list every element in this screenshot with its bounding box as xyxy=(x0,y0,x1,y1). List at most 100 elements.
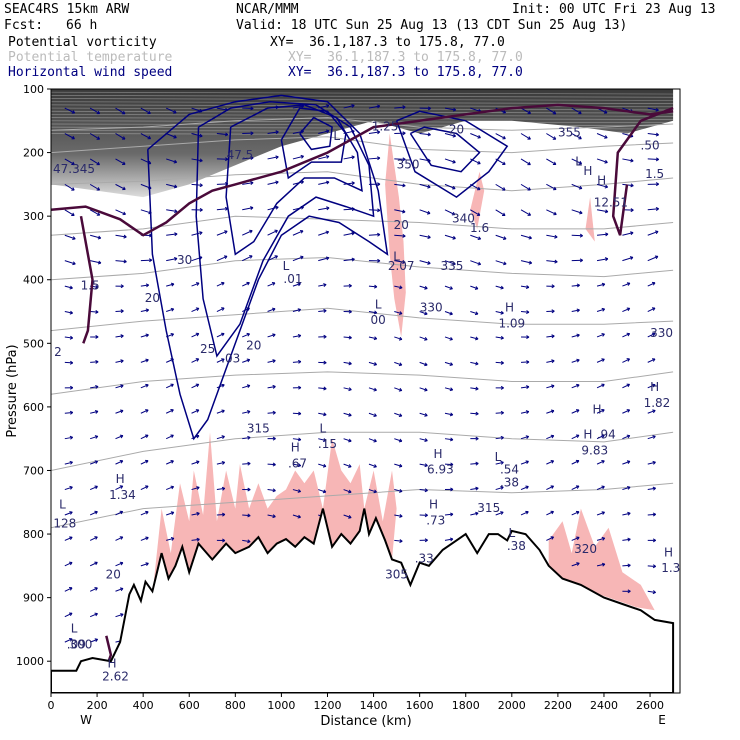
wind-arrowhead xyxy=(576,308,580,313)
wind-arrowhead xyxy=(475,436,479,441)
wind-vector xyxy=(495,260,507,265)
wind-vector xyxy=(596,383,605,389)
wind-arrowhead xyxy=(95,309,99,314)
pink-region xyxy=(548,508,655,611)
wind-vector xyxy=(495,311,504,314)
wind-arrowhead xyxy=(450,462,454,467)
wind-vector xyxy=(647,333,656,338)
wind-arrowhead xyxy=(323,386,327,391)
wind-arrowhead xyxy=(655,157,660,162)
x-tick-label: 1400 xyxy=(360,699,388,712)
wind-arrowhead xyxy=(630,208,634,213)
chart-annotation: .94 xyxy=(597,428,616,442)
wind-arrowhead xyxy=(348,464,352,468)
wind-vector xyxy=(115,260,127,263)
wind-vector xyxy=(571,309,580,313)
wind-arrowhead xyxy=(351,155,355,160)
theta-contour xyxy=(51,482,674,529)
wind-vector xyxy=(394,412,402,417)
wind-arrowhead xyxy=(373,387,377,392)
wind-arrowhead xyxy=(526,360,530,365)
stratosphere-shading xyxy=(51,89,674,198)
wind-vector xyxy=(166,511,174,516)
wind-arrowhead xyxy=(449,412,454,417)
wind-vector xyxy=(419,234,431,238)
wind-arrowhead xyxy=(373,489,377,494)
wind-vector xyxy=(647,409,656,414)
field-name-pv: Potential vorticity xyxy=(8,35,157,50)
wind-arrowhead xyxy=(502,135,506,140)
wind-vector xyxy=(622,333,630,338)
wind-vector xyxy=(622,409,630,414)
wind-vector xyxy=(546,158,557,165)
wind-arrowhead xyxy=(655,207,659,211)
wind-vector xyxy=(64,511,73,516)
wind-arrowhead xyxy=(119,434,124,439)
init-time: Init: 00 UTC Fri 23 Aug 13 xyxy=(512,2,716,17)
chart-annotation: .54 xyxy=(500,463,519,477)
wind-vector xyxy=(520,234,532,239)
wind-vector xyxy=(242,539,251,543)
wind-vector xyxy=(647,487,656,491)
hatch-line xyxy=(51,117,680,120)
east-label: E xyxy=(658,713,666,727)
wind-arrowhead xyxy=(272,462,276,467)
wind-arrowhead xyxy=(221,332,225,337)
wind-arrowhead xyxy=(427,261,431,265)
wind-arrowhead xyxy=(94,536,98,540)
wind-arrowhead xyxy=(95,384,99,389)
wind-arrowhead xyxy=(119,536,124,540)
wind-arrowhead xyxy=(69,360,74,365)
y-tick-label: 1000 xyxy=(16,655,44,668)
wind-vector xyxy=(115,310,124,313)
chart-annotation: 00 xyxy=(371,313,386,327)
chart-annotation: H xyxy=(108,657,117,671)
wind-arrowhead xyxy=(297,437,302,442)
wind-vector xyxy=(520,133,531,140)
wind-arrowhead xyxy=(627,589,631,594)
wind-vector xyxy=(292,230,304,236)
wind-vector xyxy=(596,409,605,414)
wind-vector xyxy=(596,333,605,338)
wind-arrowhead xyxy=(173,159,178,164)
wind-arrowhead xyxy=(145,459,149,464)
wind-arrowhead xyxy=(477,160,481,165)
wind-vector xyxy=(292,155,304,160)
wind-vector xyxy=(495,461,504,465)
wind-vector xyxy=(622,282,631,287)
wind-vector xyxy=(89,485,98,491)
wind-arrowhead xyxy=(121,136,126,140)
wind-arrowhead xyxy=(373,362,378,366)
wind-vector xyxy=(647,513,656,516)
wind-vector xyxy=(368,311,377,314)
wind-vector xyxy=(520,183,531,191)
wind-arrowhead xyxy=(477,236,482,241)
wind-arrowhead xyxy=(246,384,251,389)
wind-arrowhead xyxy=(474,286,479,290)
wind-arrowhead xyxy=(652,460,656,465)
wind-arrowhead xyxy=(424,387,428,392)
wind-arrowhead xyxy=(348,489,352,494)
wind-vector xyxy=(394,489,403,492)
wind-vector xyxy=(89,511,98,516)
wind-vector xyxy=(64,234,76,240)
wind-arrowhead xyxy=(148,258,153,263)
wind-vector xyxy=(318,155,330,160)
wind-vector xyxy=(419,438,428,442)
wind-vector xyxy=(596,434,605,440)
wind-vector xyxy=(520,511,529,516)
wind-vector xyxy=(343,361,352,365)
wind-vector xyxy=(64,436,73,440)
wind-vector xyxy=(596,283,605,287)
wind-arrowhead xyxy=(174,232,178,237)
wind-vector xyxy=(140,384,149,389)
wind-vector xyxy=(115,133,126,140)
wind-arrowhead xyxy=(351,181,355,186)
hatch-line xyxy=(51,123,680,127)
wind-arrowhead xyxy=(348,309,352,314)
wind-arrowhead xyxy=(97,235,102,240)
stratosphere-hatch xyxy=(51,91,680,136)
wind-arrowhead xyxy=(601,282,606,287)
wind-arrowhead xyxy=(452,185,456,190)
wind-arrowhead xyxy=(94,587,98,591)
